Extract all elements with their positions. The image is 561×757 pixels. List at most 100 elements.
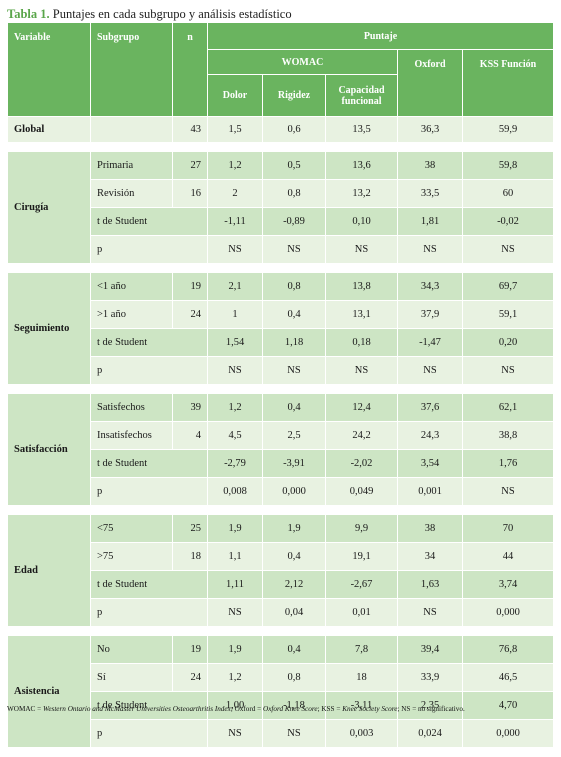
row-subgroup: <1 año [90, 272, 173, 301]
spacer-row [6, 626, 555, 636]
cell-rigidez: 0,6 [262, 116, 326, 143]
cell-dolor: 1 [207, 300, 263, 329]
cell-oxford: 39,4 [397, 635, 463, 664]
cell-capacidad: 0,01 [325, 598, 398, 627]
table-row: p 0,008 0,000 0,049 0,001 NS [8, 477, 555, 506]
cell-oxford: 2,35 [397, 691, 463, 720]
cell-dolor: 1,2 [207, 151, 263, 180]
table-caption: Tabla 1. Puntajes en cada subgrupo y aná… [7, 6, 292, 22]
footnote-italic: Knee Society Score [342, 705, 398, 713]
cell-kss: 1,76 [461, 449, 555, 478]
cell-oxford: 34 [397, 542, 463, 571]
table-row: t de Student -1,11 -0,89 0,10 1,81 -0,02 [8, 207, 555, 236]
cell-oxford: NS [397, 356, 463, 385]
cell-capacidad: 9,9 [325, 514, 398, 543]
cell-kss: -0,02 [461, 207, 555, 236]
row-subgroup: t de Student [90, 570, 208, 599]
cell-capacidad: 0,18 [325, 328, 398, 357]
header-dolor: Dolor [207, 74, 263, 117]
group-satisfaccion: Satisfacción Satisfechos 39 1,2 0,4 12,4 37,6 6… [6, 393, 555, 515]
row-subgroup: t de Student [90, 691, 208, 720]
spacer-row [6, 263, 555, 273]
cell-oxford: 34,3 [397, 272, 463, 301]
row-n: 43 [172, 116, 208, 143]
cell-kss: 46,5 [461, 663, 555, 692]
cell-rigidez: 0,04 [262, 598, 326, 627]
header-variable: Variable [7, 22, 91, 117]
cell-oxford: 36,3 [397, 116, 463, 143]
row-subgroup: t de Student [90, 207, 208, 236]
cell-oxford: 3,54 [397, 449, 463, 478]
cell-kss: 3,74 [461, 570, 555, 599]
cell-dolor: 1,2 [207, 663, 263, 692]
cell-rigidez: -0,89 [262, 207, 326, 236]
cell-dolor: NS [207, 719, 263, 748]
cell-kss: 4,70 [461, 691, 555, 720]
cell-rigidez: NS [262, 356, 326, 385]
row-n: 39 [172, 393, 208, 422]
cell-kss: 0,000 [461, 719, 555, 748]
row-subgroup: Sí [90, 663, 173, 692]
cell-oxford: NS [397, 235, 463, 264]
scores-table: Variable Subgrupo n Puntaje WOMAC Oxford… [6, 22, 555, 757]
row-subgroup: p [90, 477, 208, 506]
spacer-row [6, 505, 555, 515]
table-row: Revisión 16 2 0,8 13,2 33,5 60 [8, 179, 555, 208]
cell-kss: NS [461, 235, 555, 264]
row-group-label: Seguimiento [7, 272, 91, 385]
cell-capacidad: -2,67 [325, 570, 398, 599]
cell-rigidez: 1,18 [262, 328, 326, 357]
footnote-part: ; Oxford = [230, 705, 263, 713]
cell-capacidad: 0,10 [325, 207, 398, 236]
cell-kss: 0,20 [461, 328, 555, 357]
cell-oxford: -1,47 [397, 328, 463, 357]
cell-dolor: NS [207, 356, 263, 385]
row-subgroup: t de Student [90, 328, 208, 357]
cell-rigidez: 0,4 [262, 300, 326, 329]
row-n: 27 [172, 151, 208, 180]
table-row-global: Global 43 1,5 0,6 13,5 36,3 59,9 [7, 116, 555, 143]
cell-kss: NS [461, 477, 555, 506]
row-subgroup: p [90, 719, 208, 748]
cell-dolor: NS [207, 235, 263, 264]
cell-capacidad: 13,2 [325, 179, 398, 208]
row-group-label: Satisfacción [7, 393, 91, 506]
table-row: Cirugía Primaria 27 1,2 0,5 13,6 38 59,8 [7, 151, 555, 264]
row-label: Global [7, 116, 91, 143]
table-row: Asistencia No 19 1,9 0,4 7,8 39,4 76,8 [7, 635, 555, 748]
footnote-part: ; KSS = [317, 705, 343, 713]
cell-rigidez: 2,12 [262, 570, 326, 599]
header-oxford: Oxford [397, 49, 463, 117]
group-edad: Edad <75 25 1,9 1,9 9,9 38 70 >75 18 1,1 0,4 19,1 34 4… [6, 514, 555, 636]
cell-oxford: 37,9 [397, 300, 463, 329]
cell-capacidad: 18 [325, 663, 398, 692]
footnote-part: ; NS = no significativo. [397, 705, 465, 713]
cell-kss: 59,8 [461, 151, 555, 180]
cell-kss: 59,9 [461, 116, 555, 143]
footnote-italic: Western Ontario and McMaster Universitie… [43, 705, 231, 713]
row-n: 19 [172, 635, 208, 664]
cell-dolor: NS [207, 598, 263, 627]
cell-dolor: 0,008 [207, 477, 263, 506]
row-subgroup: t de Student [90, 449, 208, 478]
cell-rigidez: -1,18 [262, 691, 326, 720]
cell-dolor: 1,9 [207, 514, 263, 543]
cell-rigidez: 0,000 [262, 477, 326, 506]
table-row: Satisfacción Satisfechos 39 1,2 0,4 12,4 37,6 6… [7, 393, 555, 506]
row-n: 4 [172, 421, 208, 450]
cell-dolor: 4,5 [207, 421, 263, 450]
cell-kss: NS [461, 356, 555, 385]
row-subgroup: Satisfechos [90, 393, 173, 422]
header-capacidad: Capacidad funcional [325, 74, 398, 117]
cell-dolor: 1,5 [207, 116, 263, 143]
header-kss: KSS Función [461, 49, 555, 117]
footnote-italic: Oxford Knee Score [263, 705, 318, 713]
cell-capacidad: 19,1 [325, 542, 398, 571]
table-row: t de Student 1,54 1,18 0,18 -1,47 0,20 [8, 328, 555, 357]
cell-capacidad: 24,2 [325, 421, 398, 450]
spacer-row [6, 142, 555, 152]
table-row: Seguimiento <1 año 19 2,1 0,8 13,8 34,3 69,7 [7, 272, 555, 385]
row-subgroup: Primaria [90, 151, 173, 180]
cell-kss: 60 [461, 179, 555, 208]
row-group-label: Cirugía [7, 151, 91, 264]
